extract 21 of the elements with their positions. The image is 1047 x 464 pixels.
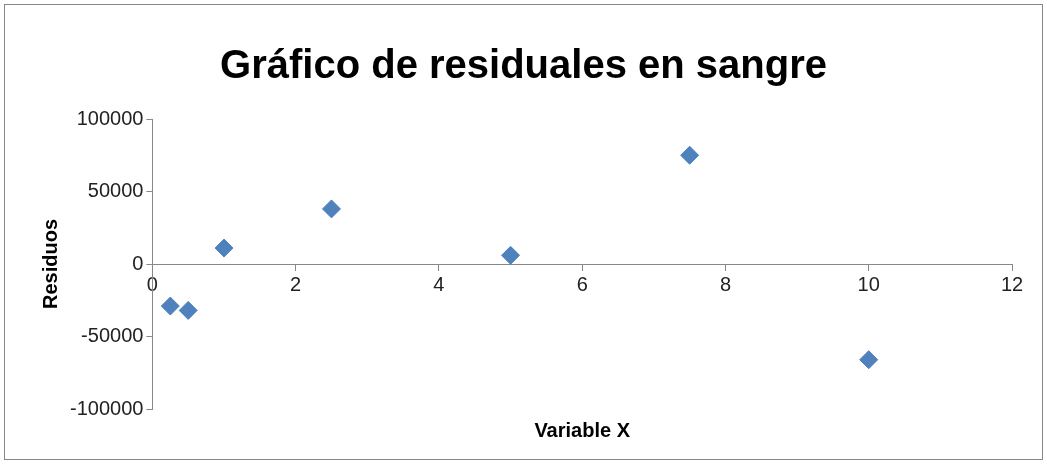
y-tick-label: -50000 [81, 324, 144, 347]
x-tick-label: 8 [719, 272, 732, 295]
chart-title: Gráfico de residuales en sangre [220, 42, 827, 87]
point [214, 238, 234, 258]
point [859, 350, 879, 370]
y-tick-label: -100000 [69, 396, 144, 419]
y-axis-title: Residuos [38, 218, 61, 310]
x-tick-label: 10 [857, 272, 880, 295]
x-axis-title: Variable X [534, 418, 631, 441]
x-tick-label: 12 [1000, 272, 1024, 295]
point [321, 199, 341, 219]
x-tick-label: 6 [576, 272, 588, 295]
point [178, 300, 198, 320]
y-tick-label: 50000 [87, 179, 144, 202]
point [680, 145, 700, 165]
point [160, 296, 180, 316]
y-tick-label: 100000 [76, 106, 144, 129]
x-tick-label: 2 [290, 272, 302, 295]
point [501, 245, 521, 265]
x-tick-label: 4 [433, 272, 445, 295]
y-tick-label: 0 [132, 251, 144, 274]
